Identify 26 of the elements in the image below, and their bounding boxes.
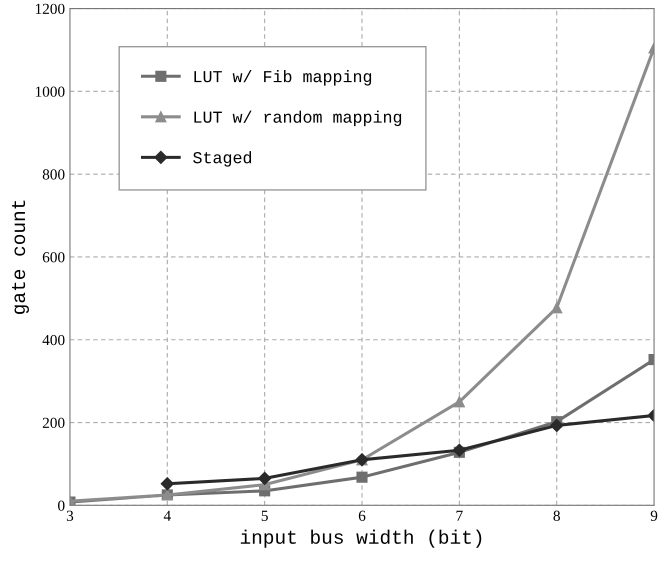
point [160,477,174,490]
point [258,472,272,486]
x-tick-label: 3 [66,510,74,521]
y-tick-label: 0 [58,500,65,511]
legend-label: LUT w/ random mapping [194,110,402,126]
legend-label: LUT w/ Fib mapping [194,70,372,86]
legend-label: Staged [193,151,252,167]
x-tick-label: 7 [456,510,463,521]
y-tick-label: 400 [42,334,65,346]
point [454,396,465,408]
x-tick-label: 6 [358,510,366,521]
x-tick-label: 8 [553,510,560,521]
x-tick-label: 9 [650,510,658,521]
y-tick-label: 600 [42,252,65,262]
point [551,302,562,314]
point [550,418,564,432]
y-tick-label: 1200 [36,4,65,14]
y-tick-label: 800 [42,169,65,180]
x-tick-label: 4 [164,510,171,521]
y-axis-title: gate count [12,200,29,314]
point [452,444,466,457]
y-tick-label: 1000 [36,86,65,97]
x-tick-label: 5 [262,510,268,521]
y-tick-label: 200 [42,418,65,428]
x-axis-title: input bus width (bit) [240,530,482,548]
point [356,472,368,483]
